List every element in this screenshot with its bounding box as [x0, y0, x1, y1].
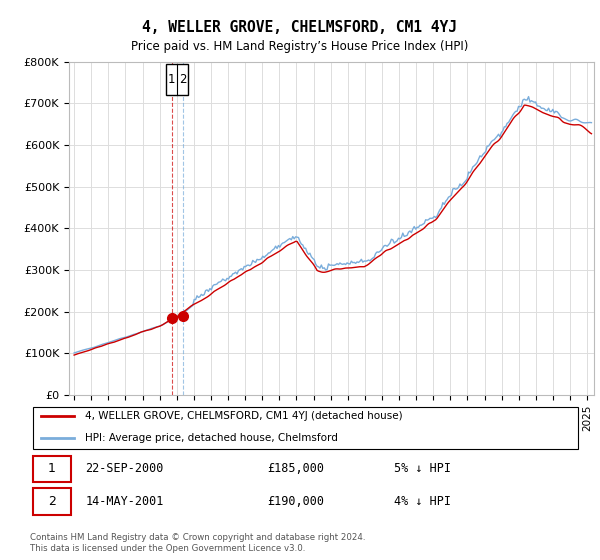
- Text: £185,000: £185,000: [268, 463, 325, 475]
- Text: 4% ↓ HPI: 4% ↓ HPI: [394, 494, 451, 508]
- Text: 1: 1: [48, 463, 56, 475]
- Text: 4, WELLER GROVE, CHELMSFORD, CM1 4YJ (detached house): 4, WELLER GROVE, CHELMSFORD, CM1 4YJ (de…: [85, 412, 403, 421]
- Text: 22-SEP-2000: 22-SEP-2000: [85, 463, 164, 475]
- Text: 1: 1: [167, 73, 175, 86]
- Text: 4, WELLER GROVE, CHELMSFORD, CM1 4YJ: 4, WELLER GROVE, CHELMSFORD, CM1 4YJ: [143, 20, 458, 35]
- FancyBboxPatch shape: [166, 64, 188, 95]
- Text: £190,000: £190,000: [268, 494, 325, 508]
- Text: 2: 2: [179, 73, 187, 86]
- Text: 2: 2: [48, 494, 56, 508]
- Text: Contains HM Land Registry data © Crown copyright and database right 2024.
This d: Contains HM Land Registry data © Crown c…: [30, 533, 365, 553]
- Text: HPI: Average price, detached house, Chelmsford: HPI: Average price, detached house, Chel…: [85, 433, 338, 444]
- FancyBboxPatch shape: [33, 456, 71, 482]
- FancyBboxPatch shape: [33, 407, 578, 449]
- Text: 5% ↓ HPI: 5% ↓ HPI: [394, 463, 451, 475]
- FancyBboxPatch shape: [33, 488, 71, 515]
- Text: Price paid vs. HM Land Registry’s House Price Index (HPI): Price paid vs. HM Land Registry’s House …: [131, 40, 469, 53]
- Text: 14-MAY-2001: 14-MAY-2001: [85, 494, 164, 508]
